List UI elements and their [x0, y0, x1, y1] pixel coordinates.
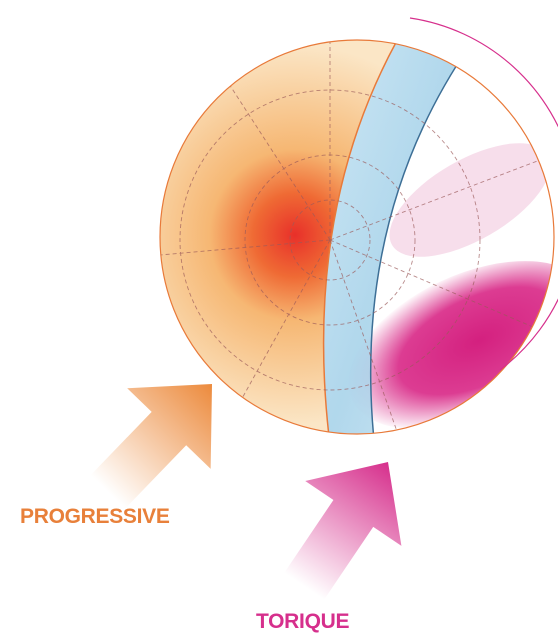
band-edge — [322, 40, 411, 434]
toric-label: TORIQUE — [256, 610, 349, 633]
lens-band — [323, 40, 470, 434]
lens-outline-right — [409, 17, 558, 371]
band-edge — [369, 44, 471, 434]
progressive-zone — [160, 40, 410, 434]
progressive-arrow — [90, 384, 212, 509]
lens-grid — [160, 40, 541, 434]
lens-outline — [159, 39, 555, 435]
toric-arrow — [284, 462, 402, 600]
progressive-label: PROGRESSIVE — [20, 505, 170, 528]
